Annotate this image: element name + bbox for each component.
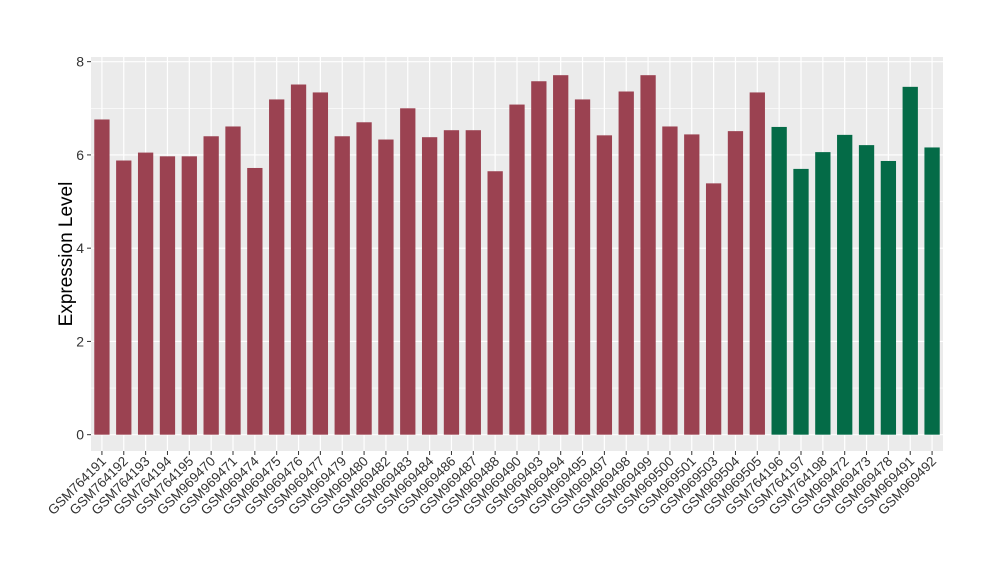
bar (443, 130, 460, 435)
y-tick-label: 0 (76, 427, 84, 443)
bar (902, 86, 918, 435)
bar (771, 126, 787, 435)
bar (815, 152, 831, 435)
y-tick-label: 2 (76, 333, 84, 349)
bar (749, 92, 765, 435)
y-axis: 0 2 4 6 8 (76, 54, 91, 443)
bar (684, 134, 700, 435)
bar (553, 75, 569, 435)
y-tick-label: 8 (76, 54, 84, 70)
bar (312, 92, 329, 435)
bar (509, 104, 525, 435)
bar (269, 99, 285, 435)
bar (837, 134, 853, 435)
bar (596, 135, 613, 435)
x-axis: GSM764191GSM764192GSM764193GSM764194GSM7… (45, 451, 939, 518)
bar (705, 183, 722, 435)
bar (225, 126, 241, 435)
bar (421, 137, 438, 435)
y-tick-label: 6 (76, 147, 84, 163)
y-tick-label: 4 (76, 240, 84, 256)
bar (181, 156, 197, 435)
bar (574, 99, 591, 435)
bar (334, 136, 350, 435)
bar (618, 91, 634, 435)
bar (487, 171, 503, 435)
bar (858, 145, 875, 435)
bar (465, 130, 481, 435)
bar (159, 156, 176, 435)
bar (793, 168, 809, 435)
bar (531, 81, 547, 435)
bar (137, 152, 154, 435)
y-axis-label: Expression Level (56, 182, 77, 327)
bar (880, 160, 897, 435)
bar (400, 108, 416, 435)
bar (203, 136, 219, 435)
bar (378, 139, 394, 435)
bar (640, 75, 656, 435)
bar (94, 119, 110, 435)
bars (94, 75, 940, 435)
bar (290, 84, 307, 435)
bar (356, 122, 372, 435)
bar (662, 126, 678, 435)
bar (924, 147, 940, 435)
bar (727, 131, 744, 435)
bar (247, 167, 263, 435)
bar (116, 160, 132, 435)
